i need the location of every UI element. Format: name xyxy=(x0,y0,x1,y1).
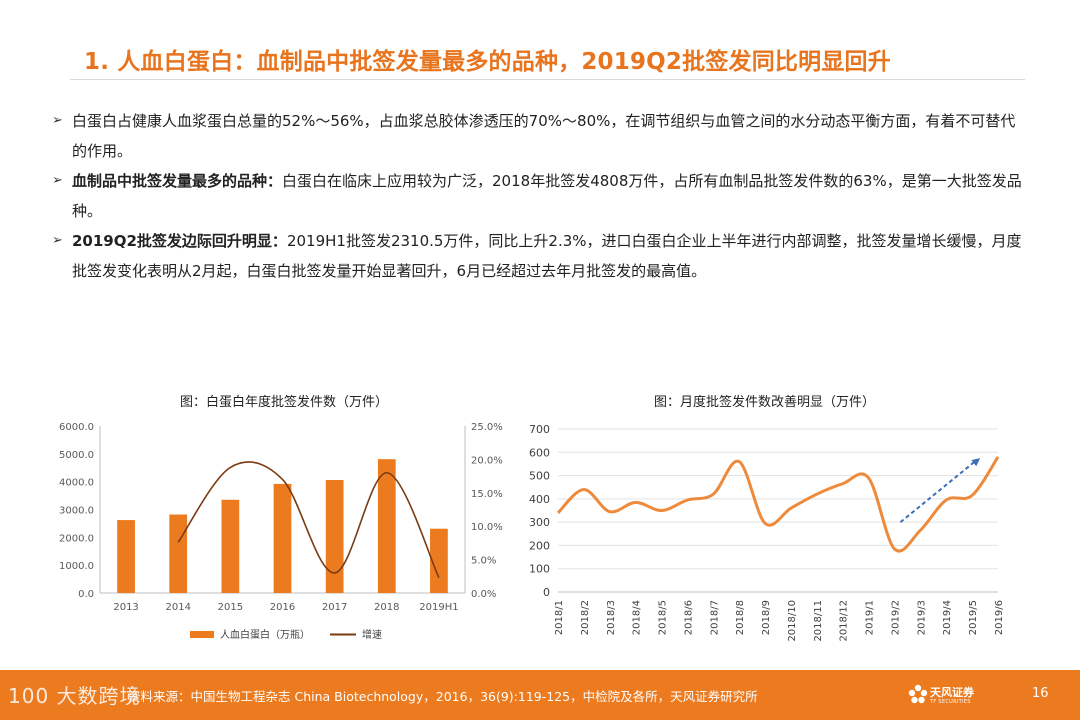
bullet-item-1: ➢ 白蛋白占健康人血浆蛋白总量的52%～56%，占血浆总胶体渗透压的70%～80… xyxy=(52,106,1022,166)
chart2-x-tick: 2019/6 xyxy=(994,600,1005,635)
bullet-arrow-icon: ➢ xyxy=(52,173,63,188)
bullet-2-bold: 血制品中批签发量最多的品种： xyxy=(72,172,283,190)
chart1-y-left-tick: 4000.0 xyxy=(59,478,94,489)
chart1-bar xyxy=(377,459,396,593)
chart1-x-tick: 2018 xyxy=(374,602,399,613)
chart1-legend-line-label: 增速 xyxy=(362,628,382,641)
chart1-x-tick: 2015 xyxy=(218,602,243,613)
chart1-y-right-tick: 15.0% xyxy=(471,489,503,500)
bullet-arrow-icon: ➢ xyxy=(52,113,63,128)
bullet-item-3: ➢ 2019Q2批签发边际回升明显：2019H1批签发2310.5万件，同比上升… xyxy=(52,226,1022,286)
page-number: 16 xyxy=(1032,686,1049,701)
chart1-legend-bar-label: 人血白蛋白（万瓶） xyxy=(220,628,310,641)
chart2-trend-arrow xyxy=(899,461,975,523)
chart1-y-left-tick: 0.0 xyxy=(78,589,94,600)
annual-batch-chart: 0.0 1000.0 2000.0 3000.0 4000.0 5000.0 6000.0 0… xyxy=(59,422,503,641)
chart2-y-tick: 300 xyxy=(529,516,550,529)
chart1-bar xyxy=(325,479,344,593)
chart2-x-tick: 2018/7 xyxy=(709,600,720,635)
chart1-y-left-tick: 2000.0 xyxy=(59,533,94,544)
chart2-y-tick: 700 xyxy=(529,423,550,436)
chart1-y-right-tick: 20.0% xyxy=(471,455,503,466)
chart2-y-tick: 200 xyxy=(529,539,550,552)
chart1-y-left-tick: 1000.0 xyxy=(59,561,94,572)
chart1-title: 图：白蛋白年度批签发件数（万件） xyxy=(180,395,389,410)
chart2-x-tick: 2019/5 xyxy=(968,600,979,635)
chart1-bar xyxy=(117,520,135,593)
page-title: 1. 人血白蛋白：血制品中批签发量最多的品种，2019Q2批签发同比明显回升 xyxy=(84,49,891,75)
chart1-y-left-tick: 6000.0 xyxy=(59,422,94,433)
chart1-x-tick: 2016 xyxy=(270,602,295,613)
chart2-x-tick: 2018/9 xyxy=(761,600,772,635)
chart1-x-tick: 2017 xyxy=(322,602,347,613)
bullet-3-text: 2019H1批签发2310.5万件，同比上升2.3%，进口白蛋白企业上半年进行内… xyxy=(72,232,1022,280)
chart2-y-tick: 100 xyxy=(529,563,550,576)
company-logo: 天风证券 TF SECURITIES xyxy=(908,682,974,712)
chart2-y-tick: 0 xyxy=(543,586,550,599)
chart1-y-right-tick: 0.0% xyxy=(471,589,496,600)
flower-logo-icon xyxy=(908,684,928,704)
chart1-y-right-tick: 5.0% xyxy=(471,556,496,567)
chart2-y-tick: 500 xyxy=(529,470,550,483)
chart2-x-tick: 2019/2 xyxy=(890,600,901,635)
chart1-legend-bar-swatch xyxy=(190,631,214,638)
chart1-y-right-tick: 10.0% xyxy=(471,522,503,533)
chart2-x-tick: 2019/3 xyxy=(916,600,927,635)
chart2-x-tick: 2018/3 xyxy=(606,600,617,635)
chart1-y-left-tick: 5000.0 xyxy=(59,450,94,461)
bullet-item-2: ➢ 血制品中批签发量最多的品种：白蛋白在临床上应用较为广泛，2018年批签发48… xyxy=(52,166,1022,226)
bullet-2-text: 白蛋白在临床上应用较为广泛，2018年批签发4808万件，占所有血制品批签发件数… xyxy=(72,172,1022,220)
chart2-x-tick: 2018/6 xyxy=(683,600,694,635)
bullet-list: ➢ 白蛋白占健康人血浆蛋白总量的52%～56%，占血浆总胶体渗透压的70%～80… xyxy=(52,106,1022,286)
chart1-growth-line xyxy=(177,461,440,578)
chart1-y-right-tick: 25.0% xyxy=(471,422,503,433)
chart1-bar xyxy=(169,514,188,593)
chart2-x-tick: 2018/1 xyxy=(554,600,565,635)
chart2-x-tick: 2018/5 xyxy=(658,600,669,635)
chart2-y-tick: 400 xyxy=(529,493,550,506)
chart1-bar xyxy=(430,528,448,593)
chart2-y-tick: 600 xyxy=(529,446,550,459)
chart2-x-tick: 2018/12 xyxy=(839,600,850,642)
chart2-x-tick: 2018/2 xyxy=(580,600,591,635)
watermark: 100 大数跨境 xyxy=(8,684,141,708)
chart2-x-tick: 2018/10 xyxy=(787,600,798,642)
chart1-x-tick: 2014 xyxy=(165,602,190,613)
chart1-x-tick: 2019H1 xyxy=(419,602,458,613)
footer-source: 资料来源：中国生物工程杂志 China Biotechnology，2016，3… xyxy=(128,689,758,704)
chart2-arrowhead-icon xyxy=(971,458,981,467)
logo-subtext: TF SECURITIES xyxy=(930,699,971,705)
chart2-x-tick: 2018/4 xyxy=(632,600,643,635)
monthly-batch-chart: 0 100 200 300 400 500 600 700 2018/1 2018/2 2018/3… xyxy=(529,423,1005,642)
chart1-bar xyxy=(221,499,240,593)
bullet-arrow-icon: ➢ xyxy=(52,233,63,248)
footer-bar: 100 大数跨境 资料来源：中国生物工程杂志 China Biotechnolo… xyxy=(0,670,1080,720)
chart2-title: 图：月度批签发件数改善明显（万件） xyxy=(654,395,876,410)
chart2-monthly-line xyxy=(556,456,1000,553)
bullet-3-bold: 2019Q2批签发边际回升明显： xyxy=(72,232,287,250)
logo-text: 天风证券 xyxy=(930,686,974,699)
chart2-x-tick: 2019/4 xyxy=(942,600,953,635)
bullet-1-text: 白蛋白占健康人血浆蛋白总量的52%～56%，占血浆总胶体渗透压的70%～80%，… xyxy=(72,112,1016,160)
chart2-x-tick: 2019/1 xyxy=(865,600,876,635)
title-divider xyxy=(70,79,1025,80)
chart1-x-tick: 2013 xyxy=(113,602,138,613)
chart1-y-left-tick: 3000.0 xyxy=(59,506,94,517)
chart2-x-tick: 2018/11 xyxy=(813,600,824,642)
chart1-bar xyxy=(273,483,292,593)
chart2-x-tick: 2018/8 xyxy=(735,600,746,635)
